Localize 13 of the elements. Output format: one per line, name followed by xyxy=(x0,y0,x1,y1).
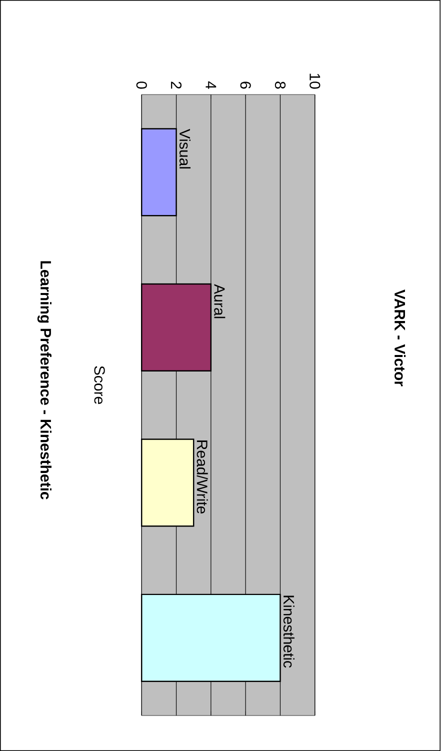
x-tick-label: 4 xyxy=(206,81,216,89)
y-tick-label: Visual xyxy=(180,128,191,168)
text: Learning Preference - Kinesthetic xyxy=(38,261,52,500)
x-tick-label: 0 xyxy=(136,82,148,89)
x-tick-label: 6 xyxy=(240,82,252,89)
x-tick-label: 2 xyxy=(171,82,182,89)
x-tick-label: 8 xyxy=(275,82,286,89)
text: VARK - Victor xyxy=(394,290,406,386)
x-tick-label: 10 xyxy=(310,74,320,89)
y-tick-label: Kinesthetic xyxy=(284,596,295,668)
y-tick-label: Aural xyxy=(214,284,226,318)
y-tick-label: Read/Write xyxy=(197,440,208,514)
y-axis-title: Score xyxy=(94,366,106,404)
